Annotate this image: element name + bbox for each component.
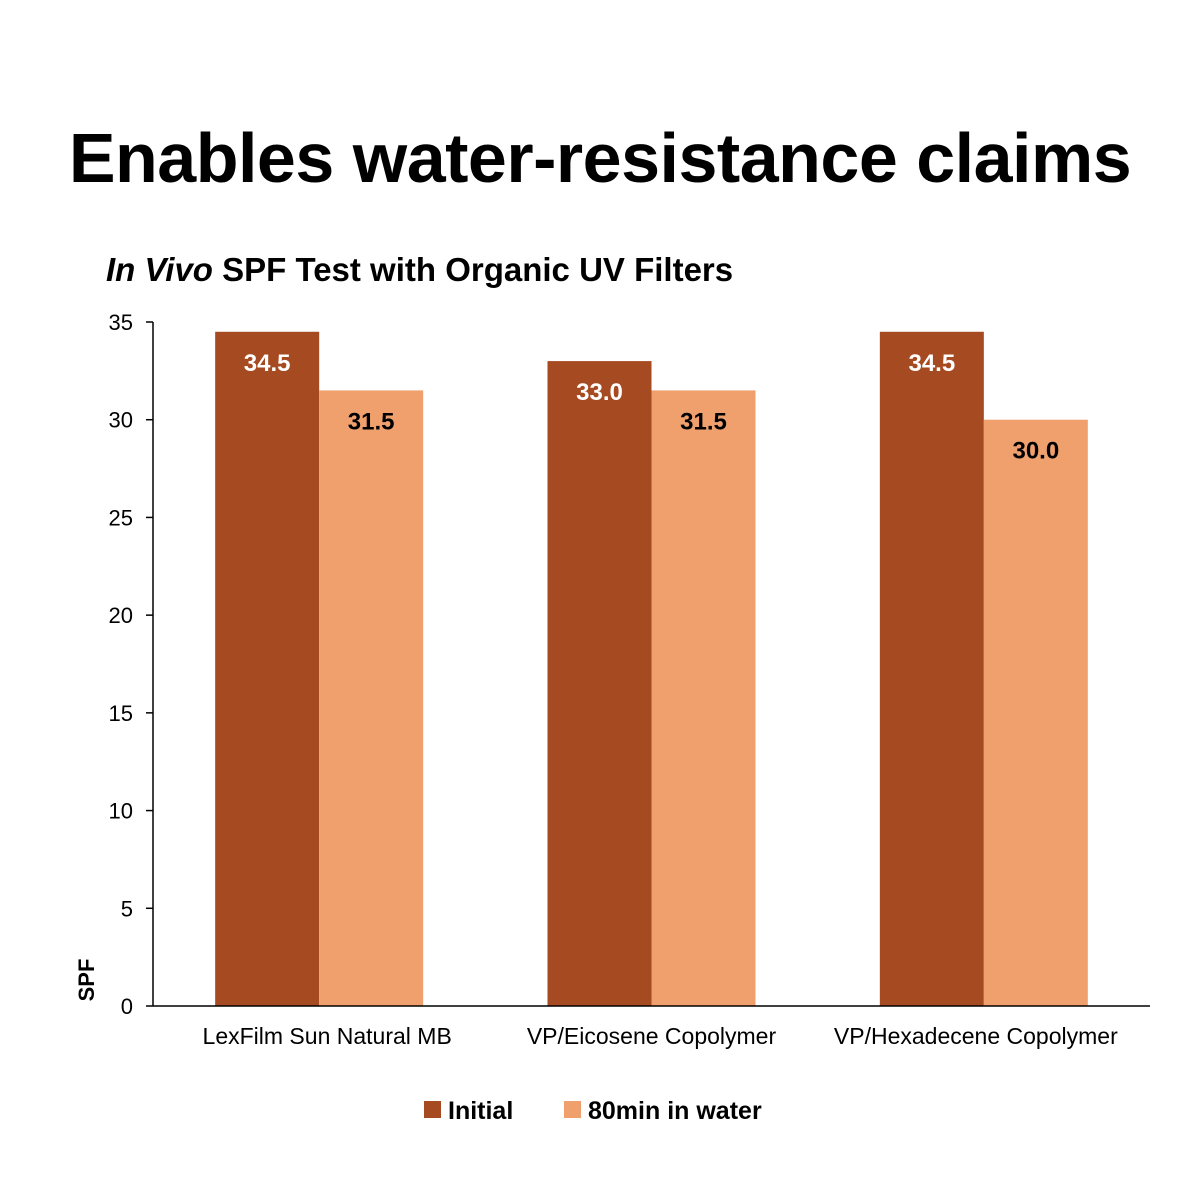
y-axis-title: SPF <box>74 959 99 1002</box>
category-label: VP/Hexadecene Copolymer <box>834 1023 1118 1049</box>
legend-label: Initial <box>448 1097 513 1125</box>
bar-initial-0 <box>215 331 320 1006</box>
y-tick-label: 10 <box>109 799 133 824</box>
legend-swatch-initial <box>424 1101 441 1118</box>
value-label: 31.5 <box>348 408 395 435</box>
value-label: 31.5 <box>680 408 727 435</box>
y-tick-label: 5 <box>121 896 133 921</box>
category-label: VP/Eicosene Copolymer <box>527 1023 777 1049</box>
y-tick-label: 35 <box>109 310 133 335</box>
value-label: 30.0 <box>1012 438 1059 465</box>
headline: Enables water-resistance claims <box>68 119 1132 197</box>
chart-title-rest: SPF Test with Organic UV Filters <box>213 251 733 288</box>
bars: 34.5 31.5 33.0 31.5 34.5 30.0 <box>215 331 1088 1007</box>
value-label: 34.5 <box>244 350 291 377</box>
y-tick-label: 20 <box>109 603 133 628</box>
y-tick-label: 0 <box>121 994 133 1019</box>
chart-title: In Vivo SPF Test with Organic UV Filters <box>106 251 733 288</box>
bar-initial-1 <box>547 361 652 1007</box>
bar-water-2 <box>983 419 1088 1006</box>
y-tick-label: 30 <box>109 408 133 433</box>
legend-swatch-water <box>564 1101 581 1118</box>
bar-initial-2 <box>879 331 984 1006</box>
y-tick-label: 25 <box>109 505 133 530</box>
bar-water-1 <box>651 390 756 1006</box>
legend-label: 80min in water <box>588 1097 762 1125</box>
chart-title-italic: In Vivo <box>106 251 213 288</box>
y-axis: 0 5 10 15 20 25 30 35 <box>109 310 154 1019</box>
value-label: 34.5 <box>908 350 955 377</box>
value-label: 33.0 <box>576 379 623 406</box>
legend: Initial 80min in water <box>424 1097 762 1125</box>
x-axis: LexFilm Sun Natural MB VP/Eicosene Copoly… <box>153 1005 1150 1049</box>
y-tick-label: 15 <box>109 701 133 726</box>
bar-water-0 <box>319 390 424 1006</box>
category-label: LexFilm Sun Natural MB <box>203 1023 452 1049</box>
